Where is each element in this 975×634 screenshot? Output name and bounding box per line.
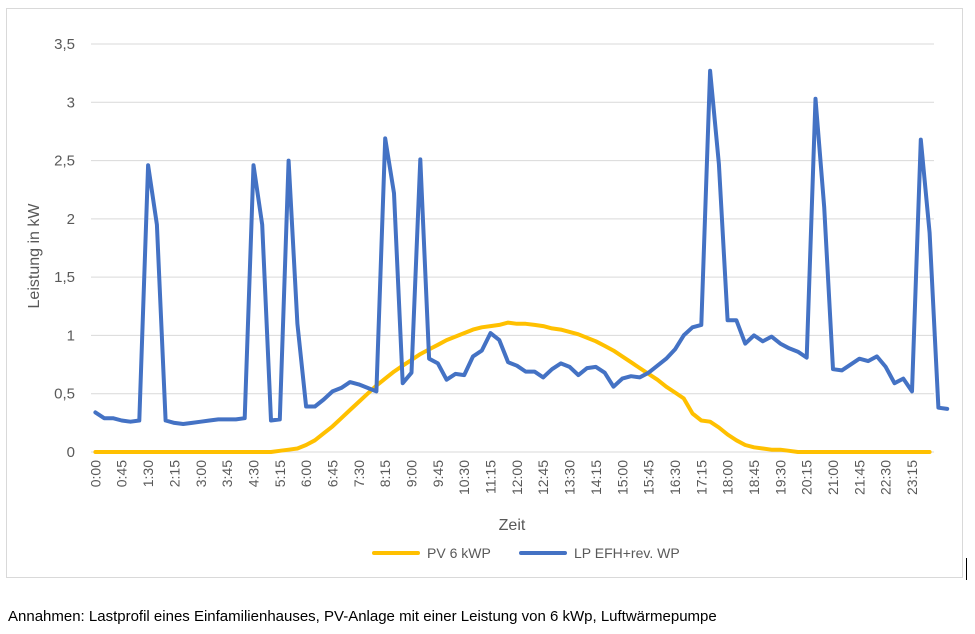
x-tick-label: 23:15 [904,460,920,495]
x-tick-label: 17:15 [693,460,709,495]
x-tick-label: 9:00 [404,460,420,487]
x-tick-label: 12:45 [535,460,551,495]
y-tick-label: 1 [67,327,75,344]
y-tick-label: 1,5 [54,269,75,286]
chart-caption: Annahmen: Lastprofil eines Einfamilienha… [8,608,717,625]
x-tick-label: 2:15 [166,460,182,487]
legend-label-pv: PV 6 kWP [427,545,491,561]
x-tick-label: 19:30 [772,460,788,495]
x-tick-label: 1:30 [140,460,156,487]
series-line-load [93,68,950,426]
x-tick-label: 11:15 [483,460,499,494]
y-tick-labels: 0 0,5 1 1,5 2 2,5 3 3,5 [54,36,75,461]
y-axis-title: Leistung in kW [26,203,43,309]
x-tick-label: 10:30 [456,460,472,495]
x-tick-label: 16:30 [667,460,683,495]
x-tick-label: 14:15 [588,460,604,495]
x-tick-label: 0:45 [114,460,130,487]
x-tick-label: 7:30 [351,460,367,487]
x-tick-label: 20:15 [799,460,815,495]
chart-svg: 0 0,5 1 1,5 2 2,5 3 3,5 0:00 0:45 1:30 2:15 3:00 3:4… [26,36,950,561]
x-tick-label: 12:00 [509,460,525,495]
series-layer [93,68,950,454]
x-tick-label: 15:00 [614,460,630,495]
x-axis-title: Zeit [499,517,526,534]
legend: PV 6 kWP LP EFH+rev. WP [372,545,680,561]
x-tick-label: 21:00 [825,460,841,495]
x-tick-label: 21:45 [851,460,867,495]
y-tick-label: 0 [67,444,75,461]
x-tick-label: 9:45 [430,460,446,487]
x-tick-label: 13:30 [562,460,578,495]
y-tick-label: 0,5 [54,386,75,403]
y-tick-label: 2,5 [54,153,75,170]
x-tick-label: 18:00 [720,460,736,495]
x-tick-label: 6:00 [298,460,314,487]
legend-label-load: LP EFH+rev. WP [574,545,680,561]
series-line-pv [93,320,932,454]
y-tick-label: 3 [67,94,75,111]
chart-frame: 0 0,5 1 1,5 2 2,5 3 3,5 0:00 0:45 1:30 2:15 3:00 3:4… [6,8,963,578]
x-tick-label: 3:45 [219,460,235,487]
y-tick-label: 3,5 [54,36,75,53]
x-tick-label: 0:00 [87,460,103,487]
y-tick-label: 2 [67,211,75,228]
x-tick-label: 4:30 [245,460,261,487]
x-tick-label: 3:00 [193,460,209,487]
corner-mark [966,558,967,580]
x-tick-label: 6:45 [324,460,340,487]
grid-layer [91,43,934,453]
x-tick-labels: 0:00 0:45 1:30 2:15 3:00 3:45 4:30 5:15 6:00 6:45… [87,460,920,495]
x-tick-label: 5:15 [272,460,288,487]
x-tick-label: 8:15 [377,460,393,487]
x-tick-label: 15:45 [641,460,657,495]
x-tick-label: 18:45 [746,460,762,495]
x-tick-label: 22:30 [878,460,894,495]
